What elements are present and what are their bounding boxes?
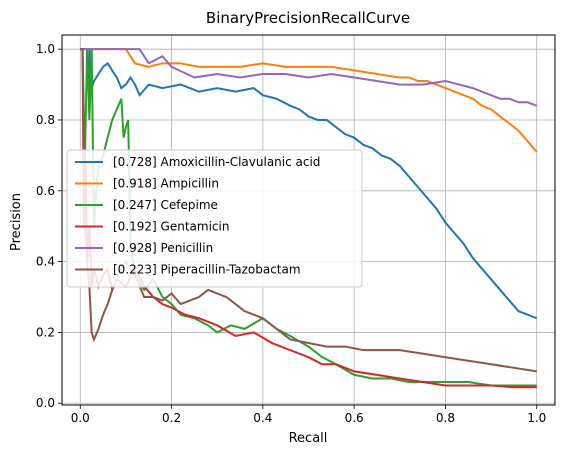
- x-tick-label: 0.6: [345, 411, 364, 425]
- x-tick-label: 0.0: [71, 411, 90, 425]
- chart-title: BinaryPrecisionRecallCurve: [206, 9, 410, 27]
- x-tick-label: 0.4: [253, 411, 272, 425]
- y-tick-label: 0.2: [36, 325, 55, 339]
- x-tick-label: 0.8: [436, 411, 455, 425]
- legend-label: [0.928] Penicillin: [113, 241, 213, 255]
- y-axis-label: Precision: [9, 193, 24, 251]
- series-line: [80, 48, 537, 373]
- legend: [0.728] Amoxicillin-Clavulanic acid [0.91…: [66, 149, 363, 288]
- y-tick-label: 0.8: [36, 113, 55, 127]
- y-tick-label: 0.0: [36, 396, 55, 410]
- series-line: [80, 48, 538, 107]
- legend-label: [0.223] Piperacillin-Tazobactam: [113, 263, 301, 277]
- plot-frame: [61, 34, 556, 406]
- x-axis-label: Recall: [289, 431, 328, 446]
- x-tick-label: 1.0: [527, 411, 546, 425]
- y-tick-label: 0.4: [36, 255, 55, 269]
- legend-label: [0.728] Amoxicillin-Clavulanic acid: [113, 155, 320, 169]
- legend-label: [0.247] Cefepime: [113, 198, 218, 212]
- plot-area: 0.0 0.2 0.4 0.6 0.8 1.0 0.0 0.2 0.4 0.6 0.8 1.0 [0.7…: [36, 34, 556, 425]
- legend-label: [0.192] Gentamicin: [113, 220, 229, 234]
- y-tick-label: 1.0: [36, 42, 55, 56]
- y-tick-label: 0.6: [36, 184, 55, 198]
- x-tick-label: 0.2: [162, 411, 181, 425]
- series-line: [80, 48, 538, 153]
- series-line: [80, 48, 538, 320]
- legend-box: [66, 149, 363, 288]
- legend-label: [0.918] Ampicillin: [113, 177, 219, 191]
